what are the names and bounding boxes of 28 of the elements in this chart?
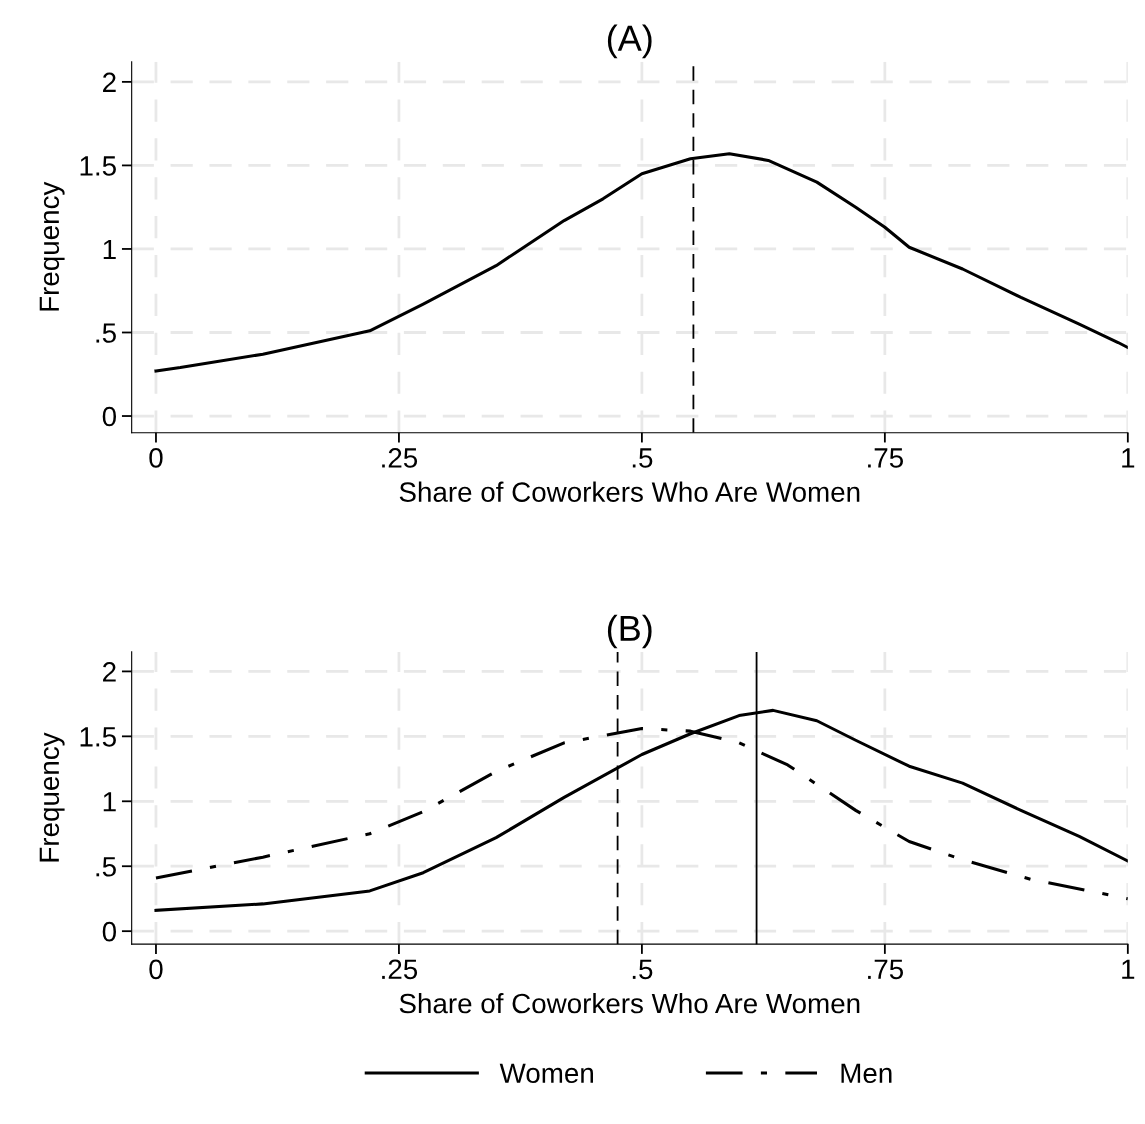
y-axis-title: Frequency bbox=[39, 181, 65, 311]
x-tick-label: .25 bbox=[382, 448, 418, 468]
x-tick-label: .75 bbox=[868, 959, 904, 980]
chart-title: (B) bbox=[607, 614, 652, 649]
legend-label: Women bbox=[499, 1063, 593, 1084]
y-tick-label: .5 bbox=[96, 857, 116, 877]
y-tick-label: 0 bbox=[102, 921, 117, 942]
x-tick-label: .25 bbox=[382, 959, 418, 980]
x-tick-label: .5 bbox=[632, 448, 653, 468]
x-tick-label: .5 bbox=[632, 959, 653, 980]
x-tick-label: 1 bbox=[1122, 959, 1135, 979]
x-tick-label: 0 bbox=[149, 959, 163, 980]
y-tick-label: .5 bbox=[96, 323, 116, 343]
y-tick-label: 1.5 bbox=[80, 727, 116, 747]
legend-label: Men bbox=[841, 1063, 892, 1084]
y-tick-label: 1 bbox=[103, 792, 116, 812]
x-tick-label: 1 bbox=[1122, 448, 1135, 468]
y-tick-label: 1 bbox=[103, 239, 116, 260]
y-axis-title: Frequency bbox=[39, 732, 65, 862]
x-tick-label: .75 bbox=[868, 448, 904, 468]
x-axis-title: Share of Coworkers Who Are Women bbox=[399, 481, 860, 502]
y-tick-label: 2 bbox=[103, 72, 116, 92]
x-tick-label: 0 bbox=[149, 448, 163, 468]
y-tick-label: 0 bbox=[102, 406, 117, 427]
y-tick-label: 2 bbox=[103, 662, 116, 682]
y-tick-label: 1.5 bbox=[80, 156, 116, 176]
chart-title: (A) bbox=[607, 24, 652, 59]
x-axis-title: Share of Coworkers Who Are Women bbox=[399, 992, 860, 1014]
